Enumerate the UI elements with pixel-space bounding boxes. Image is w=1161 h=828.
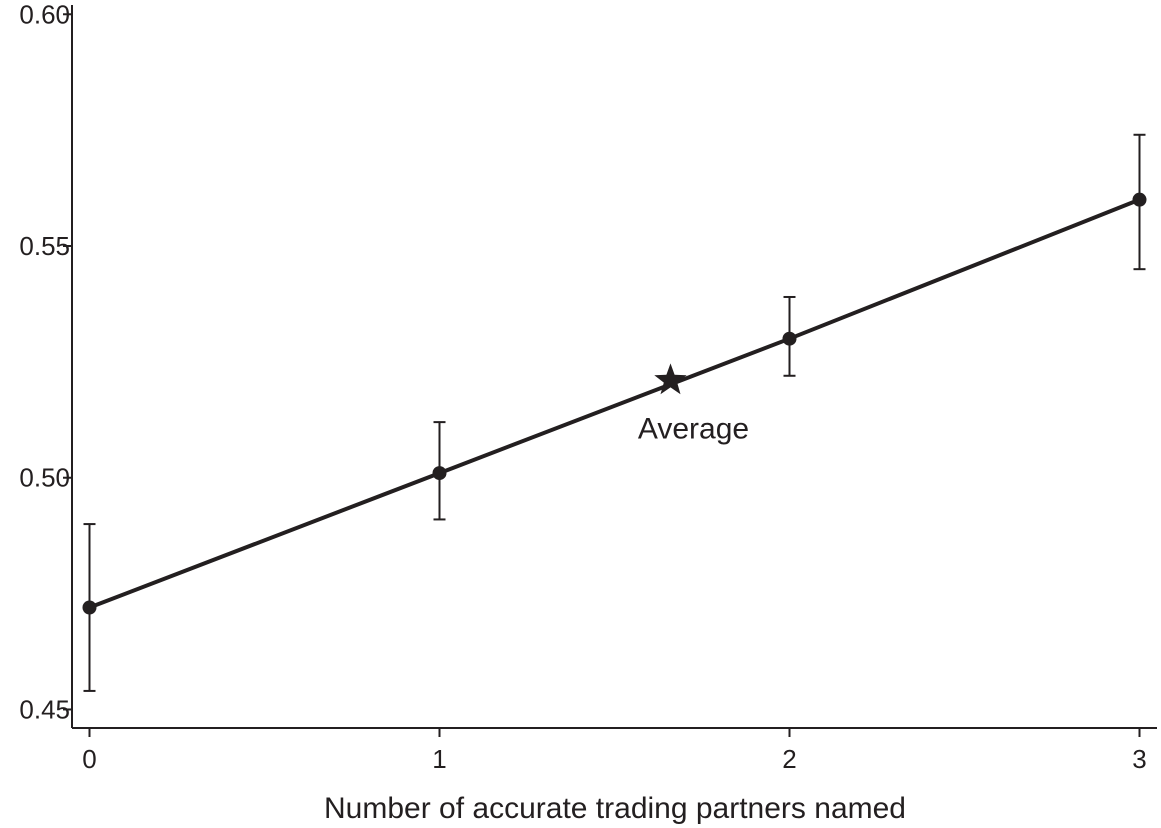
- average-label: Average: [638, 412, 749, 445]
- x-tick-label: 2: [782, 744, 796, 774]
- series: [82, 192, 1147, 615]
- y-tick-label: 0.50: [19, 463, 70, 493]
- data-point: [432, 466, 447, 481]
- x-tick-label: 3: [1132, 744, 1146, 774]
- average-star-marker: [654, 363, 687, 395]
- data-point: [782, 331, 797, 346]
- axes: 0.45 0.50 0.55 0.60 0 1 2 3: [19, 0, 1157, 774]
- y-tick-label: 0.45: [19, 694, 70, 724]
- y-tick-label: 0.60: [19, 0, 70, 29]
- x-axis-title: Number of accurate trading partners name…: [324, 792, 906, 825]
- data-point: [82, 600, 97, 615]
- x-tick-label: 0: [82, 744, 96, 774]
- x-tick-label: 1: [432, 744, 446, 774]
- annotations: Average: [638, 363, 749, 445]
- data-point: [1132, 192, 1147, 207]
- error-bars: [83, 133, 1146, 692]
- series-line: [88, 197, 1141, 610]
- y-tick-label: 0.55: [19, 231, 70, 261]
